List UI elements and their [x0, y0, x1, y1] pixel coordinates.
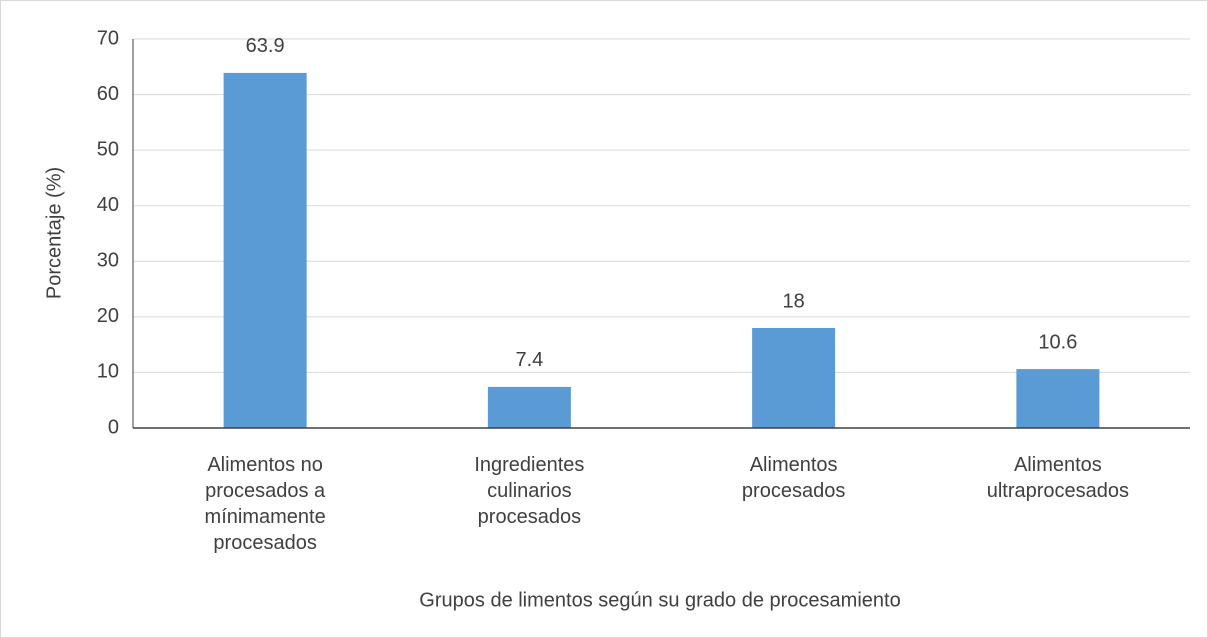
x-axis-title: Grupos de limentos según su grado de pro… [419, 589, 900, 611]
bar [752, 327, 836, 428]
data-label: 63.9 [246, 35, 285, 57]
y-tick-label: 40 [97, 194, 119, 216]
y-tick-label: 50 [97, 138, 119, 160]
y-tick-label: 30 [97, 250, 119, 272]
x-tick-label: Ingredientes culinarios procesados [474, 454, 584, 528]
y-axis-title: Porcentaje (%) [43, 167, 65, 299]
y-tick-label: 0 [108, 416, 119, 438]
y-tick-label: 10 [97, 361, 119, 383]
bar [223, 72, 307, 429]
x-tick-label: Alimentos ultraprocesados [987, 454, 1129, 502]
y-tick-label: 20 [97, 305, 119, 327]
data-label: 7.4 [515, 349, 543, 371]
data-label: 18 [783, 290, 805, 312]
x-tick-label: Alimentos procesados [742, 454, 845, 502]
data-label: 10.6 [1038, 331, 1077, 353]
bar [487, 386, 571, 428]
bar [1016, 369, 1100, 428]
y-tick-label: 60 [97, 83, 119, 105]
y-tick-label: 70 [97, 27, 119, 49]
x-tick-label: Alimentos no procesados a mínimamente proce… [205, 454, 326, 554]
